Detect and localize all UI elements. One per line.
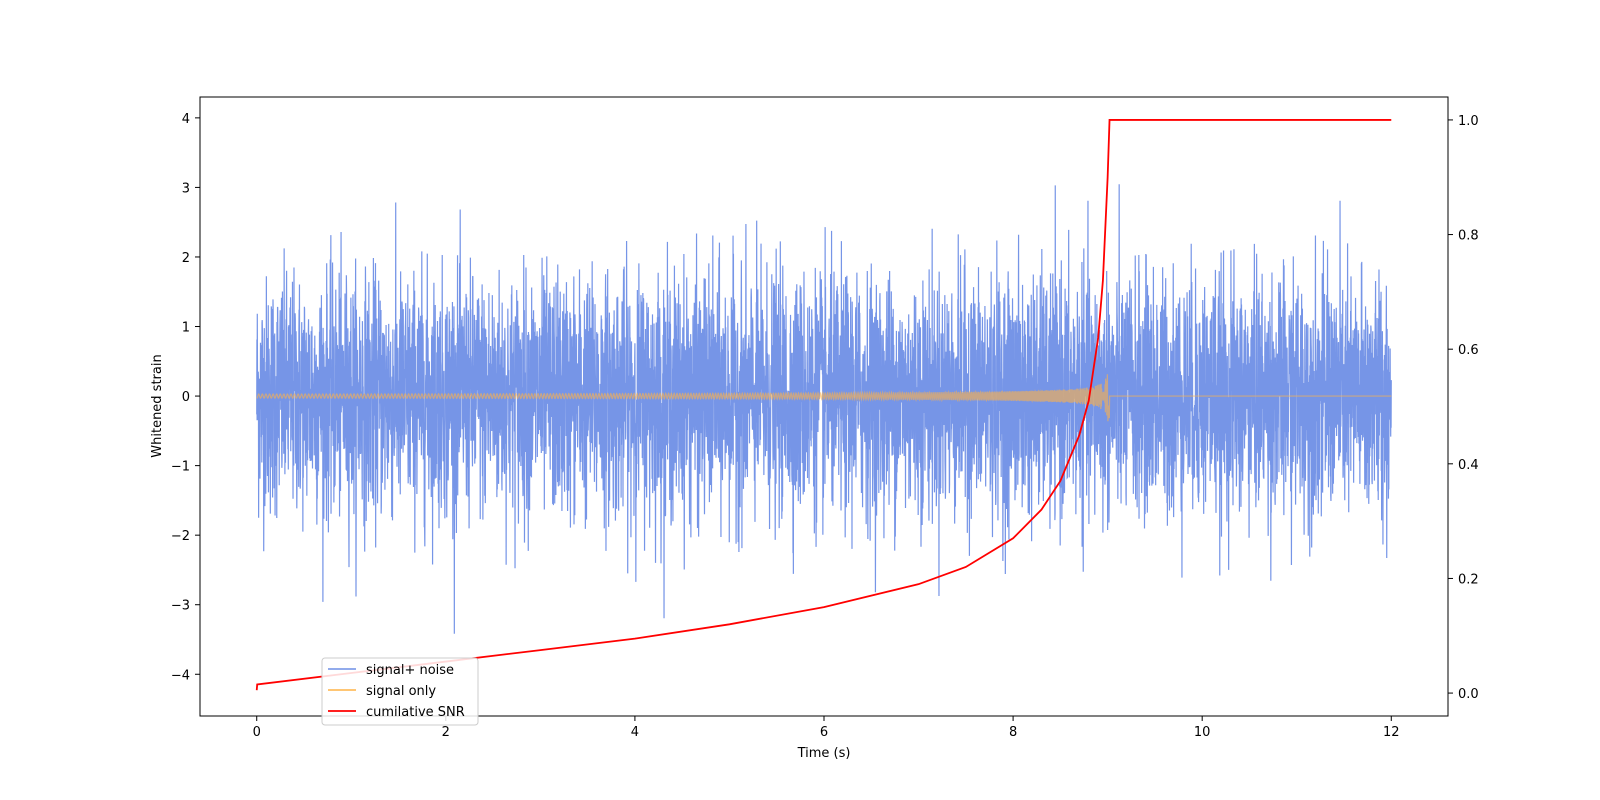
legend-label-cumulative-snr: cumilative SNR bbox=[366, 705, 465, 720]
y-tick-label: 1 bbox=[182, 321, 190, 336]
y2-tick-label: 0.6 bbox=[1458, 343, 1479, 358]
x-tick-label: 12 bbox=[1383, 725, 1400, 740]
x-tick-label: 2 bbox=[442, 725, 450, 740]
legend-box bbox=[321, 657, 479, 726]
y-tick-label: 0 bbox=[182, 390, 190, 405]
x-tick-label: 4 bbox=[631, 725, 639, 740]
series-signal-noise bbox=[256, 184, 1392, 634]
y-tick-label: 4 bbox=[182, 112, 190, 127]
series-layer bbox=[255, 119, 1392, 691]
y-tick-label: −2 bbox=[171, 529, 190, 544]
y-tick-label: −1 bbox=[171, 460, 190, 475]
y-axis-left: −4 −3 −2 −1 0 1 2 3 4 bbox=[171, 112, 200, 683]
series-signal-only bbox=[256, 374, 1392, 422]
y2-tick-label: 0.4 bbox=[1458, 458, 1479, 473]
x-tick-label: 8 bbox=[1009, 725, 1017, 740]
y2-tick-label: 1.0 bbox=[1458, 114, 1479, 129]
y-axis-right: 0.0 0.2 0.4 0.6 0.8 1.0 bbox=[1448, 114, 1479, 702]
x-axis-label: Time (s) bbox=[797, 746, 851, 761]
legend-label-signal-noise: signal+ noise bbox=[366, 663, 454, 678]
y2-tick-label: 0.2 bbox=[1458, 572, 1479, 587]
y-tick-label: 2 bbox=[182, 251, 190, 266]
y-tick-label: −4 bbox=[171, 668, 190, 683]
x-tick-label: 10 bbox=[1194, 725, 1211, 740]
legend-label-signal-only: signal only bbox=[366, 684, 436, 699]
y-axis-label: Whitened strain bbox=[150, 354, 165, 457]
x-tick-label: 6 bbox=[820, 725, 828, 740]
y-tick-label: 3 bbox=[182, 181, 190, 196]
legend: signal+ noise signal only cumilative SNR bbox=[321, 657, 479, 726]
y2-tick-label: 0.0 bbox=[1458, 687, 1479, 702]
y-tick-label: −3 bbox=[171, 599, 190, 614]
x-tick-label: 0 bbox=[253, 725, 261, 740]
y2-tick-label: 0.8 bbox=[1458, 229, 1479, 244]
